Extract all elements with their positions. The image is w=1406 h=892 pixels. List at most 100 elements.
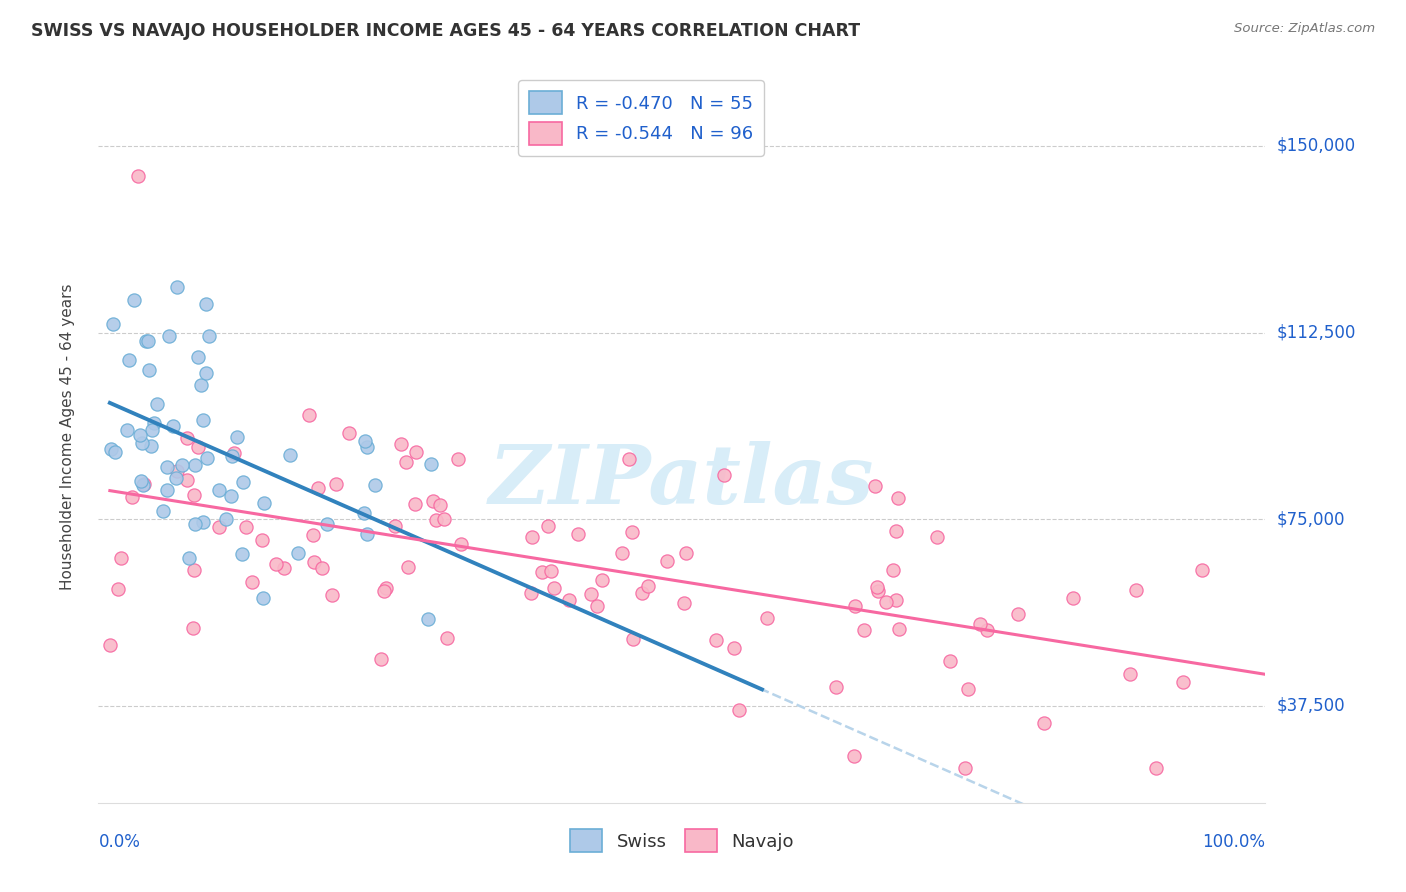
Text: Source: ZipAtlas.com: Source: ZipAtlas.com (1234, 22, 1375, 36)
Point (537, 519, 560, 533)
Point (298, 408, 321, 422)
Point (273, 561, 295, 575)
Point (418, 612, 440, 626)
Point (375, 581, 398, 595)
Point (1033, 715, 1056, 730)
Point (231, 547, 253, 561)
Point (191, 413, 214, 427)
Point (252, 591, 274, 605)
Point (364, 478, 387, 492)
Point (396, 560, 419, 574)
Point (181, 620, 204, 634)
Point (425, 513, 447, 527)
Point (422, 494, 444, 508)
Point (591, 573, 613, 587)
Point (619, 451, 641, 466)
Text: $112,500: $112,500 (1277, 324, 1355, 342)
Point (863, 479, 886, 493)
Point (620, 525, 643, 540)
Point (655, 554, 678, 568)
Point (866, 583, 889, 598)
Point (520, 585, 543, 599)
Point (187, 351, 209, 365)
Point (866, 581, 889, 595)
Y-axis label: Householder Income Ages 45 - 64 years: Householder Income Ages 45 - 64 years (60, 284, 75, 591)
Point (138, 334, 160, 349)
Point (166, 464, 188, 478)
Point (128, 428, 150, 442)
Point (630, 585, 652, 599)
Point (301, 528, 323, 542)
Point (356, 527, 378, 541)
Point (235, 519, 257, 533)
Point (145, 397, 167, 411)
Point (308, 481, 330, 495)
Point (184, 516, 207, 531)
Text: ZIPatlas: ZIPatlas (489, 441, 875, 521)
Point (138, 363, 160, 377)
Point (197, 329, 219, 343)
Point (927, 530, 949, 544)
Point (433, 511, 456, 525)
Point (226, 430, 249, 444)
Point (103, 317, 125, 331)
Point (139, 439, 162, 453)
Point (287, 546, 309, 560)
Point (450, 536, 472, 550)
Point (222, 446, 245, 460)
Point (969, 616, 991, 631)
Point (107, 582, 129, 596)
Text: 100.0%: 100.0% (1202, 833, 1265, 851)
Point (156, 460, 179, 475)
Point (316, 517, 339, 532)
Point (373, 584, 395, 599)
Point (1191, 563, 1213, 577)
Point (103, 444, 125, 458)
Point (755, 611, 778, 625)
Point (264, 558, 287, 572)
Point (887, 491, 910, 505)
Point (98, 639, 121, 653)
Point (727, 703, 749, 717)
Point (875, 595, 897, 609)
Point (558, 592, 581, 607)
Point (208, 483, 231, 497)
Point (242, 574, 264, 589)
Point (172, 458, 194, 472)
Point (1125, 583, 1147, 598)
Point (637, 579, 659, 593)
Point (250, 533, 273, 547)
Point (447, 452, 470, 467)
Point (129, 474, 152, 488)
Point (195, 451, 218, 466)
Point (304, 555, 326, 569)
Point (115, 423, 138, 437)
Point (621, 632, 644, 646)
Point (165, 471, 187, 485)
Point (195, 366, 218, 380)
Text: 0.0%: 0.0% (98, 833, 141, 851)
Point (1119, 667, 1142, 681)
Point (704, 632, 727, 647)
Point (100, 442, 122, 456)
Point (131, 436, 153, 450)
Text: SWISS VS NAVAJO HOUSEHOLDER INCOME AGES 45 - 64 YEARS CORRELATION CHART: SWISS VS NAVAJO HOUSEHOLDER INCOME AGES … (31, 22, 860, 40)
Point (190, 377, 212, 392)
Point (356, 440, 378, 454)
Point (713, 467, 735, 482)
Point (404, 497, 426, 511)
Point (353, 506, 375, 520)
Point (884, 593, 907, 607)
Point (1007, 607, 1029, 622)
Point (953, 761, 976, 775)
Point (675, 546, 697, 560)
Point (132, 477, 155, 491)
Point (278, 448, 301, 462)
Point (176, 431, 198, 445)
Point (844, 599, 866, 614)
Point (672, 596, 695, 610)
Point (1062, 591, 1084, 605)
Point (405, 445, 427, 459)
Point (429, 498, 451, 512)
Point (152, 504, 174, 518)
